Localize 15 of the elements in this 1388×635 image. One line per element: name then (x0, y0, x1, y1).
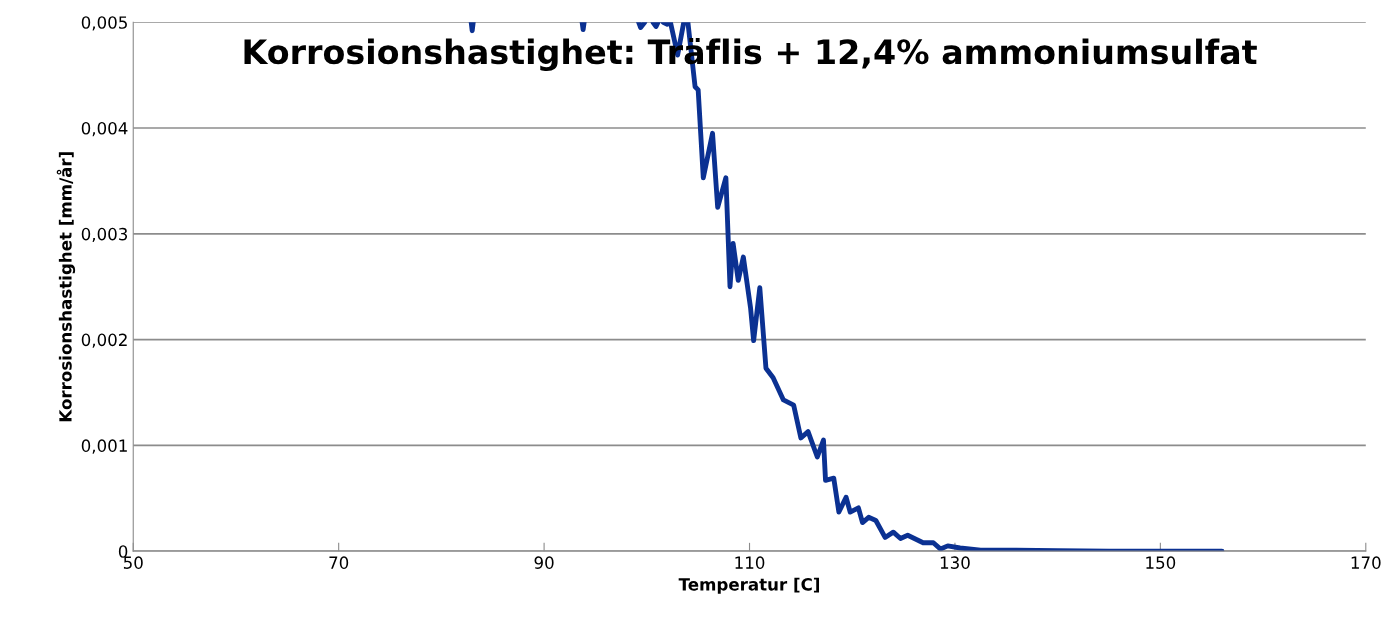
x-tick-label: 90 (534, 556, 554, 569)
x-tick-label: 50 (123, 556, 143, 569)
y-tick-label: 0 (118, 545, 128, 558)
x-tick-label: 70 (329, 556, 349, 569)
y-tick-label: 0,003 (81, 227, 128, 243)
y-tick-label: 0,002 (81, 333, 127, 348)
x-tick-label: 150 (1146, 556, 1176, 569)
x-axis-title: Temperatur [C] (678, 577, 820, 594)
y-tick-label: 0,005 (81, 16, 127, 31)
y-tick-label: 0,004 (81, 121, 128, 137)
x-tick-label: 130 (940, 556, 970, 569)
y-tick-label: 0,001 (81, 439, 127, 454)
x-tick-label: 110 (735, 556, 765, 569)
y-axis-title: Korrosionshastighet [mm/år] (56, 152, 76, 422)
x-tick-label: 170 (1351, 556, 1381, 569)
